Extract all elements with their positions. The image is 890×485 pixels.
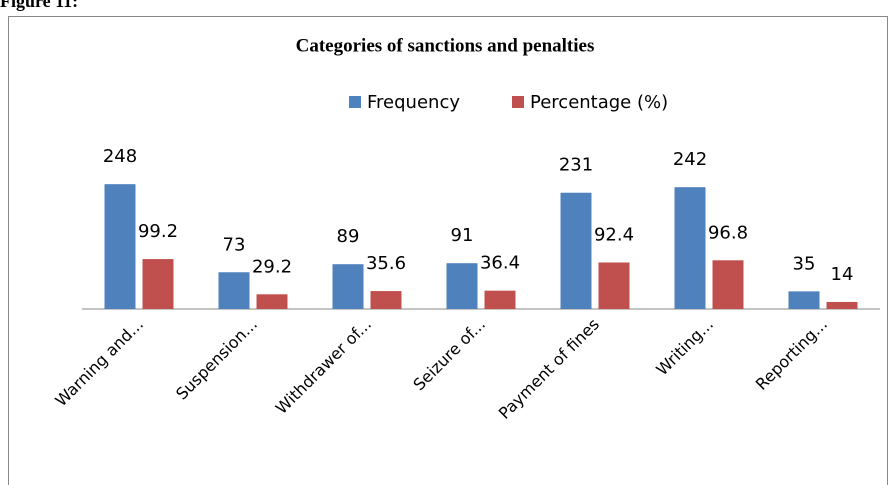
legend-swatch xyxy=(349,96,361,108)
x-tick-label: Suspension... xyxy=(172,315,261,404)
bar xyxy=(370,291,402,309)
x-tick-label: Seizure of... xyxy=(409,315,489,395)
value-label: 91 xyxy=(451,225,474,246)
bar xyxy=(788,291,820,309)
value-label: 35.6 xyxy=(366,253,406,274)
value-label: 99.2 xyxy=(138,221,178,242)
bar xyxy=(142,259,174,309)
chart-title: Categories of sanctions and penalties xyxy=(296,35,595,56)
x-tick-label: Withdrawer of... xyxy=(272,315,375,418)
x-tick-label: Payment of fines xyxy=(495,315,603,423)
value-label: 96.8 xyxy=(708,222,748,243)
bar xyxy=(256,294,288,309)
value-label: 242 xyxy=(673,149,707,170)
value-label: 36.4 xyxy=(480,253,520,274)
value-label: 73 xyxy=(223,234,246,255)
bar xyxy=(332,264,364,309)
value-label: 231 xyxy=(559,155,593,176)
bar xyxy=(104,184,136,309)
legend-label: Frequency xyxy=(367,92,460,113)
bar xyxy=(218,272,250,309)
x-tick-label: Writing... xyxy=(652,315,717,380)
value-label: 35 xyxy=(793,253,816,274)
bar xyxy=(712,260,744,309)
value-label: 248 xyxy=(103,146,137,167)
bar xyxy=(598,262,630,309)
figure-label: Figure 11: xyxy=(0,0,78,11)
bar xyxy=(560,192,592,309)
value-label: 29.2 xyxy=(252,256,292,277)
x-tick-label: Reporting... xyxy=(752,315,831,394)
bar xyxy=(446,263,478,309)
chart-border xyxy=(8,16,888,485)
legend-swatch xyxy=(512,96,524,108)
value-label: 92.4 xyxy=(594,224,634,245)
value-label: 14 xyxy=(831,264,854,285)
bar xyxy=(826,301,858,309)
legend-label: Percentage (%) xyxy=(530,92,668,113)
bar xyxy=(484,290,516,309)
x-tick-label: Warning and... xyxy=(51,315,147,411)
bar xyxy=(674,187,706,309)
value-label: 89 xyxy=(337,226,360,247)
